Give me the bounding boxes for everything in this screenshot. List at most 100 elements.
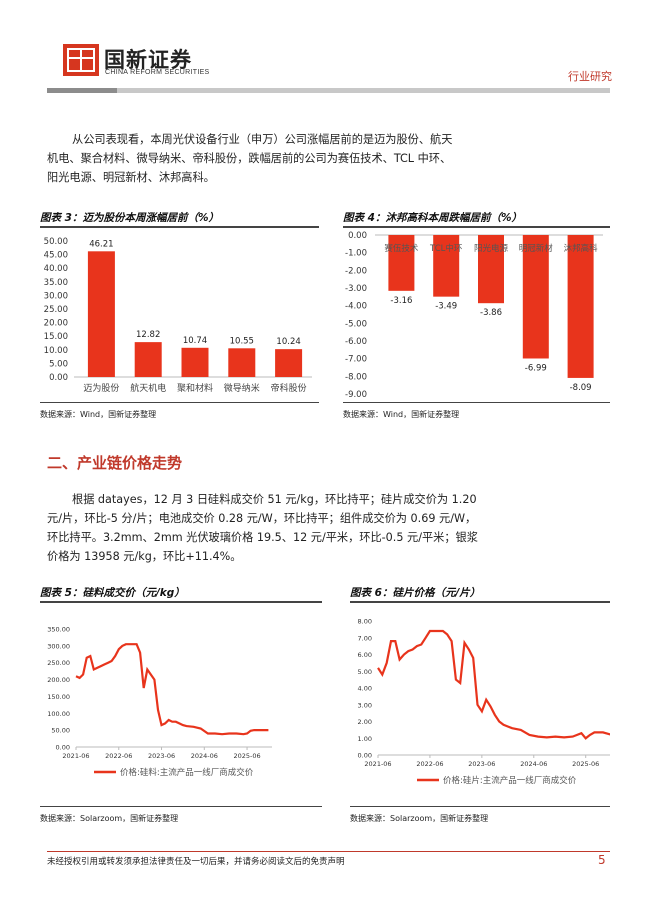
fig5-y-tick-label: 100.00: [47, 710, 70, 718]
fig5-title: 图表 5：硅料成交价（元/kg）: [40, 587, 185, 599]
company-logo-text: 国新证券: [104, 48, 192, 72]
fig3-y-tick-label: 20.00: [44, 319, 68, 329]
intro-line-3: 阳光电源、明冠新材、沐邦高科。: [47, 171, 215, 184]
header-divider-light: [117, 88, 610, 93]
fig3-bar: [134, 342, 162, 377]
fig4-y-tick-label: 0.00: [348, 231, 367, 241]
fig4-x-tick-label: 明冠新材: [519, 243, 554, 254]
fig3-top-rule: [40, 226, 319, 228]
section-heading: 二、产业链价格走势: [47, 454, 183, 472]
fig3-y-tick-label: 35.00: [44, 278, 68, 288]
fig5-source: 数据来源：Solarzoom，国新证券整理: [40, 814, 179, 823]
fig3-data-label: 10.24: [276, 337, 300, 347]
fig5-x-tick-label: 2025-06: [233, 752, 260, 760]
fig5-y-tick-label: 250.00: [47, 659, 70, 667]
fig4-y-tick-label: -5.00: [345, 319, 367, 329]
header-divider-dark: [47, 88, 117, 93]
section2-line-4: 价格为 13958 元/kg，环比+11.4%。: [47, 550, 242, 563]
fig6-x-tick-label: 2022-06: [416, 760, 443, 768]
fig6-y-tick-label: 7.00: [358, 634, 372, 642]
footer-rule: [47, 851, 610, 852]
fig3-y-tick-label: 10.00: [44, 346, 68, 356]
fig6-y-tick-label: 8.00: [358, 618, 372, 626]
fig5-x-tick-label: 2021-06: [62, 752, 89, 760]
fig3-y-tick-label: 45.00: [44, 251, 68, 261]
fig3-bar: [275, 349, 303, 377]
fig6-series-line: [377, 629, 610, 740]
fig3-title: 图表 3：迈为股份本周涨幅居前（%）: [40, 212, 219, 224]
fig3-x-tick-label: 航天机电: [130, 382, 166, 394]
fig3-y-tick-label: 40.00: [44, 264, 68, 274]
fig4-x-tick-label: 沐邦高科: [564, 243, 599, 254]
fig4-x-tick-label: 赛伍技术: [384, 243, 419, 254]
fig4-data-label: -8.09: [570, 383, 592, 393]
fig5-x-tick-label: 2023-06: [148, 752, 175, 760]
fig4-bar: [567, 235, 594, 378]
fig3-data-label: 10.55: [230, 336, 254, 346]
intro-line-1: 从公司表现看，本周光伏设备行业（申万）公司涨幅居前的是迈为股份、航天: [72, 133, 453, 146]
fig5-x-tick-label: 2024-06: [191, 752, 218, 760]
fig5-y-tick-label: 300.00: [47, 642, 70, 650]
fig4-y-tick-label: -3.00: [345, 284, 367, 294]
fig4-y-tick-label: -8.00: [345, 372, 367, 382]
fig6-chart: 0.00 1.00 2.00 3.00 4.00 5.00 6.00 7.00 8.00 2021…: [358, 618, 610, 786]
fig3-y-tick-label: 25.00: [44, 305, 68, 315]
page-number: 5: [598, 853, 606, 867]
fig4-bar: [478, 235, 504, 304]
intro-line-2: 机电、聚合材料、微导纳米、帝科股份，跌幅居前的公司为赛伍技术、TCL 中环、: [47, 152, 452, 165]
fig4-y-tick-label: -9.00: [345, 390, 367, 400]
fig6-y-tick-label: 0.00: [358, 752, 372, 760]
report-category: 行业研究: [568, 70, 612, 83]
fig3-y-tick-label: 5.00: [49, 359, 68, 369]
fig6-top-rule: [350, 601, 610, 603]
fig4-data-label: -3.49: [435, 302, 457, 312]
fig3-x-tick-label: 聚和材料: [177, 382, 213, 394]
fig4-bar: [388, 235, 415, 291]
fig5-series-line: [75, 643, 269, 736]
fig6-x-tick-label: 2025-06: [572, 760, 599, 768]
fig3-data-label: 10.74: [183, 336, 207, 346]
fig3-source: 数据来源：Wind，国新证券整理: [40, 410, 157, 419]
fig4-y-tick-label: -4.00: [345, 302, 367, 312]
fig3-bottom-rule: [40, 402, 319, 403]
fig3-data-label: 12.82: [136, 330, 160, 340]
fig5-y-tick-label: 350.00: [47, 626, 70, 634]
fig4-y-tick-label: -6.00: [345, 337, 367, 347]
fig5-x-tick-label: 2022-06: [105, 752, 132, 760]
fig6-y-tick-label: 4.00: [358, 685, 372, 693]
fig4-y-tick-label: -2.00: [345, 266, 367, 276]
fig4-data-label: -3.16: [390, 296, 412, 306]
fig5-y-tick-label: 150.00: [47, 693, 70, 701]
fig3-y-tick-label: 15.00: [44, 332, 68, 342]
fig4-data-label: -6.99: [525, 363, 547, 373]
fig3-y-tick-label: 30.00: [44, 291, 68, 301]
fig4-top-rule: [343, 226, 610, 228]
fig5-y-tick-label: 0.00: [56, 744, 70, 752]
fig3-y-tick-label: 50.00: [44, 237, 68, 247]
fig4-source: 数据来源：Wind，国新证券整理: [343, 410, 460, 419]
fig3-bar: [228, 348, 256, 377]
section2-line-3: 环比持平。3.2mm、2mm 光伏玻璃价格 19.5、12 元/平米，环比-0.…: [47, 531, 478, 544]
fig6-source: 数据来源：Solarzoom，国新证券整理: [350, 814, 489, 823]
fig6-x-tick-label: 2023-06: [468, 760, 495, 768]
fig6-x-tick-label: 2021-06: [364, 760, 391, 768]
fig4-title: 图表 4：沐邦高科本周跌幅居前（%）: [343, 212, 522, 224]
fig4-chart: 0.00 -1.00 -2.00 -3.00 -4.00 -5.00 -6.00 -7.00 -…: [345, 231, 603, 400]
fig4-y-tick-label: -7.00: [345, 355, 367, 365]
fig4-data-label: -3.86: [480, 308, 502, 318]
fig5-y-tick-label: 50.00: [51, 727, 70, 735]
fig6-bottom-rule: [350, 806, 610, 807]
section2-line-2: 元/片，环比-5 分/片；电池成交价 0.28 元/W，环比持平；组件成交价为 …: [47, 512, 477, 525]
fig6-x-tick-label: 2024-06: [520, 760, 547, 768]
fig3-y-tick-label: 0.00: [49, 373, 68, 383]
fig5-chart: 0.00 50.00 100.00 150.00 200.00 250.00 300.00 3…: [47, 626, 272, 778]
fig4-bar: [433, 235, 460, 297]
fig3-bar: [181, 347, 209, 377]
fig5-top-rule: [40, 601, 322, 603]
fig3-x-tick-label: 微导纳米: [224, 382, 260, 394]
fig4-x-tick-label: TCL中环: [429, 243, 463, 254]
fig3-chart: 0.00 5.00 10.00 15.00 20.00 25.00 30.00 35.00 40…: [44, 237, 312, 394]
fig4-x-tick-label: 阳光电源: [474, 243, 509, 254]
fig4-y-tick-label: -1.00: [345, 249, 367, 259]
footer-disclaimer: 未经授权引用或转发须承担法律责任及一切后果，并请务必阅读文后的免责声明: [47, 857, 345, 867]
